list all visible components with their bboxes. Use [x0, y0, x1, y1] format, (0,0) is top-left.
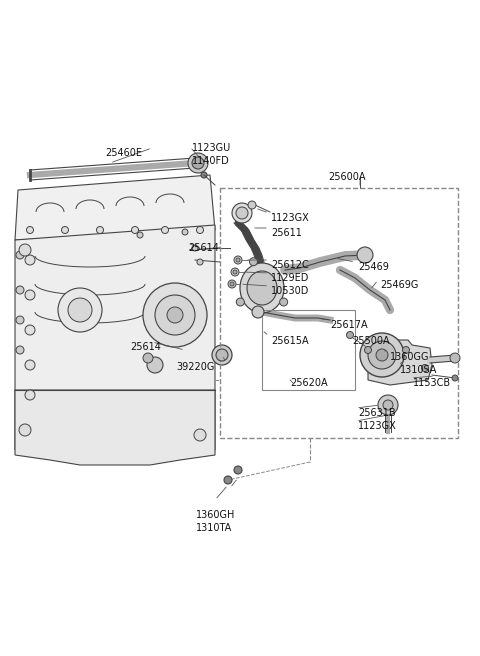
Circle shape — [212, 345, 232, 365]
Circle shape — [132, 226, 139, 234]
Ellipse shape — [247, 271, 277, 305]
Text: 1310SA: 1310SA — [400, 365, 437, 375]
Circle shape — [364, 346, 372, 354]
Text: 25611: 25611 — [271, 228, 302, 238]
Circle shape — [196, 226, 204, 234]
Circle shape — [216, 349, 228, 361]
Text: 1123GX: 1123GX — [271, 213, 310, 223]
Circle shape — [58, 288, 102, 332]
Circle shape — [201, 172, 207, 178]
Polygon shape — [15, 225, 215, 450]
Circle shape — [96, 226, 104, 234]
Text: 25617A: 25617A — [330, 320, 368, 330]
Ellipse shape — [240, 263, 284, 313]
Circle shape — [25, 290, 35, 300]
Circle shape — [233, 270, 237, 274]
Circle shape — [236, 258, 240, 262]
Circle shape — [347, 331, 353, 338]
Circle shape — [452, 375, 458, 381]
Polygon shape — [368, 340, 432, 385]
Circle shape — [25, 255, 35, 265]
Circle shape — [236, 207, 248, 219]
Circle shape — [61, 226, 69, 234]
Text: 1153CB: 1153CB — [413, 378, 451, 388]
Polygon shape — [15, 390, 215, 465]
Text: 25614: 25614 — [188, 243, 219, 253]
Text: 1360GH: 1360GH — [196, 510, 235, 520]
Circle shape — [250, 258, 257, 266]
Circle shape — [19, 244, 31, 256]
Text: 25500A: 25500A — [352, 336, 390, 346]
Text: 25614: 25614 — [130, 342, 161, 352]
Circle shape — [236, 298, 244, 306]
Text: 25615A: 25615A — [271, 336, 309, 346]
Circle shape — [368, 341, 396, 369]
Circle shape — [357, 247, 373, 263]
Circle shape — [252, 306, 264, 318]
Circle shape — [231, 268, 239, 276]
Text: 25469: 25469 — [358, 262, 389, 272]
Text: 1123GX: 1123GX — [358, 421, 397, 431]
Circle shape — [192, 245, 198, 251]
Polygon shape — [15, 175, 215, 240]
Circle shape — [16, 286, 24, 294]
Text: 1140FD: 1140FD — [192, 156, 230, 166]
Circle shape — [450, 353, 460, 363]
Bar — [262, 310, 355, 390]
Text: 25469G: 25469G — [380, 280, 419, 290]
Circle shape — [360, 333, 404, 377]
Circle shape — [378, 395, 398, 415]
Circle shape — [188, 153, 208, 173]
Text: 25600A: 25600A — [328, 172, 365, 182]
Circle shape — [234, 466, 242, 474]
Text: 39220G: 39220G — [176, 362, 215, 372]
Circle shape — [143, 283, 207, 347]
Text: 10530D: 10530D — [271, 286, 310, 296]
Text: 1129ED: 1129ED — [271, 273, 310, 283]
Text: 25612C: 25612C — [271, 260, 309, 270]
Circle shape — [383, 400, 393, 410]
Bar — [220, 188, 458, 438]
Text: 1310TA: 1310TA — [196, 523, 232, 533]
Circle shape — [224, 476, 232, 484]
Circle shape — [192, 157, 204, 169]
Circle shape — [421, 365, 429, 371]
Circle shape — [280, 298, 288, 306]
Circle shape — [155, 295, 195, 335]
Circle shape — [25, 390, 35, 400]
Circle shape — [16, 316, 24, 324]
Text: 25460E: 25460E — [105, 148, 142, 158]
Circle shape — [403, 346, 409, 354]
Circle shape — [161, 226, 168, 234]
Text: 1360GG: 1360GG — [390, 352, 430, 362]
Circle shape — [25, 325, 35, 335]
Text: 25620A: 25620A — [290, 378, 328, 388]
Text: 25631B: 25631B — [358, 408, 396, 418]
Circle shape — [197, 259, 203, 265]
Circle shape — [232, 203, 252, 223]
Circle shape — [68, 298, 92, 322]
Circle shape — [143, 353, 153, 363]
Circle shape — [194, 429, 206, 441]
Circle shape — [182, 229, 188, 235]
Circle shape — [26, 226, 34, 234]
Circle shape — [16, 346, 24, 354]
Circle shape — [16, 251, 24, 259]
Circle shape — [25, 360, 35, 370]
Circle shape — [228, 280, 236, 288]
Circle shape — [230, 282, 234, 286]
Circle shape — [137, 232, 143, 238]
Text: 1123GU: 1123GU — [192, 143, 231, 153]
Circle shape — [147, 357, 163, 373]
Circle shape — [19, 424, 31, 436]
Circle shape — [248, 201, 256, 209]
Circle shape — [167, 307, 183, 323]
Circle shape — [234, 256, 242, 264]
Circle shape — [376, 349, 388, 361]
